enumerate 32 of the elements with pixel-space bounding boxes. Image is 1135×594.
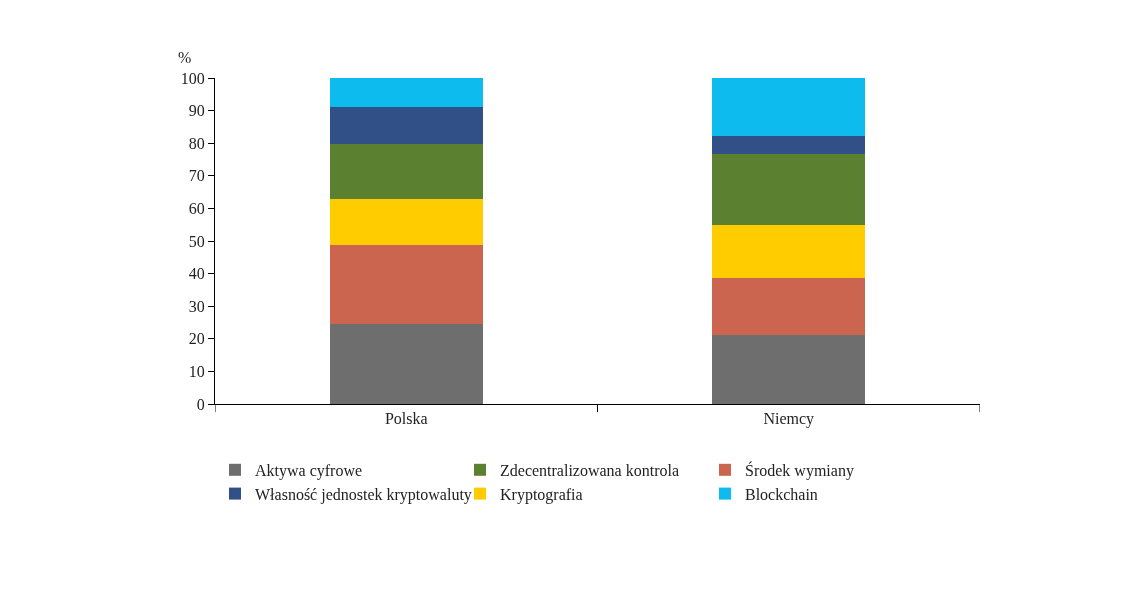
y-tick-label: 20 xyxy=(188,330,205,348)
y-tick-label: 50 xyxy=(188,232,205,250)
bar xyxy=(329,78,483,108)
bar xyxy=(329,245,483,325)
y-tick-label: 0 xyxy=(196,395,205,413)
bar xyxy=(329,143,483,200)
bar xyxy=(712,135,866,155)
x-tick-label: Polska xyxy=(384,410,428,428)
y-tick-label: 100 xyxy=(180,69,205,87)
y-tick-label: 40 xyxy=(188,265,205,283)
bar xyxy=(712,277,866,335)
legend-label: Aktywa cyfrowe xyxy=(255,462,363,481)
legend-label: Kryptografia xyxy=(500,485,583,504)
y-tick-label: 60 xyxy=(188,200,205,217)
legend-label: Zdecentralizowana kontrola xyxy=(500,462,680,480)
bar xyxy=(329,107,483,144)
legend-label: Blockchain xyxy=(745,485,818,503)
legend-label: Środek wymiany xyxy=(745,461,854,481)
bar xyxy=(712,225,866,278)
bar xyxy=(712,154,866,226)
bar xyxy=(329,324,483,404)
y-tick-label: 30 xyxy=(188,297,205,315)
y-tick-label: 90 xyxy=(188,102,205,120)
y-tick-label: 80 xyxy=(188,134,205,152)
y-axis-title: % xyxy=(178,49,192,66)
bar xyxy=(329,199,483,246)
bar xyxy=(712,78,866,136)
legend-label: Własność jednostek kryptowaluty xyxy=(255,485,472,504)
x-tick-label: Niemcy xyxy=(763,410,815,429)
y-tick-label: 10 xyxy=(188,363,205,380)
bar xyxy=(712,334,866,404)
y-tick-label: 70 xyxy=(188,167,205,185)
